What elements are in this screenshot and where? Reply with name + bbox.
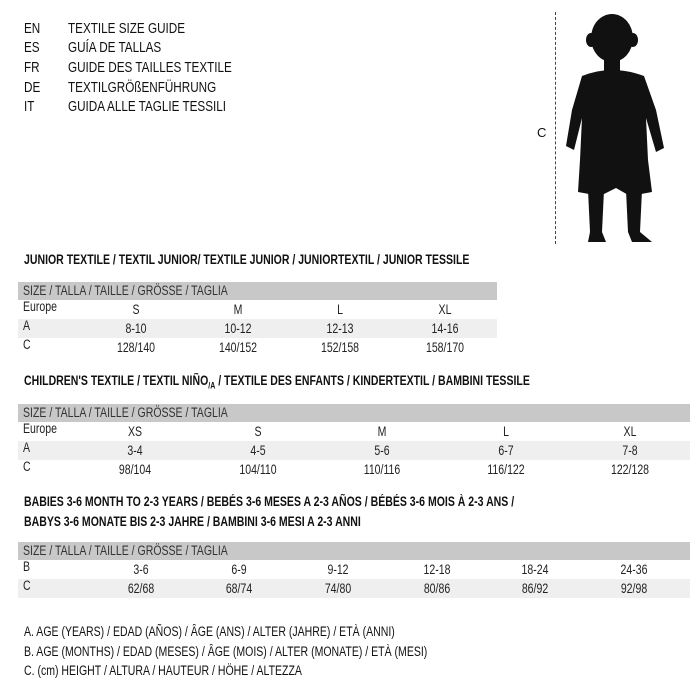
table-header: SIZE / TALLA / TAILLE / GRÖSSE / TAGLIA bbox=[18, 282, 497, 300]
children-title-rest: / TEXTILE DES ENFANTS / KINDERTEXTIL / B… bbox=[215, 373, 530, 388]
table-cell: 7-8 bbox=[622, 443, 638, 458]
table-cell: 80/86 bbox=[423, 581, 451, 596]
table-cell: M bbox=[233, 302, 243, 317]
babies-size-table: SIZE / TALLA / TAILLE / GRÖSSE / TAGLIA … bbox=[18, 542, 690, 598]
lang-code: EN bbox=[24, 20, 41, 37]
header-text: SIZE / TALLA / TAILLE / GRÖSSE / TAGLIA bbox=[23, 283, 228, 298]
table-cell: S bbox=[254, 424, 262, 439]
row-label: B bbox=[23, 559, 31, 574]
table-cell: 122/128 bbox=[610, 462, 650, 477]
table-cell: 10-12 bbox=[224, 321, 252, 336]
table-cell: 14-16 bbox=[431, 321, 459, 336]
legend-item-c: C. (cm) HEIGHT / ALTURA / HAUTEUR / HÖHE… bbox=[24, 663, 380, 678]
lang-text: TEXTILE SIZE GUIDE bbox=[68, 20, 186, 37]
table-cell: 18-24 bbox=[521, 562, 549, 577]
table-header: SIZE / TALLA / TAILLE / GRÖSSE / TAGLIA bbox=[18, 404, 690, 422]
row-label: A bbox=[23, 318, 31, 333]
table-row: A 8-10 10-12 12-13 14-16 bbox=[18, 318, 497, 338]
table-cell: 24-36 bbox=[620, 562, 648, 577]
table-cell: 12-18 bbox=[423, 562, 451, 577]
children-title: CHILDREN'S TEXTILE / TEXTIL NIÑO/A / TEX… bbox=[24, 373, 673, 391]
children-size-table: SIZE / TALLA / TAILLE / GRÖSSE / TAGLIA … bbox=[18, 404, 690, 479]
junior-title-text: JUNIOR TEXTILE / TEXTIL JUNIOR/ TEXTILE … bbox=[24, 252, 470, 267]
babies-title-line1: BABIES 3-6 MONTH TO 2-3 YEARS / BEBÉS 3-… bbox=[24, 494, 652, 509]
legend-item-a: A. AGE (YEARS) / EDAD (AÑOS) / ÂGE (ANS)… bbox=[24, 624, 499, 639]
table-cell: XS bbox=[127, 424, 143, 439]
table-cell: 128/140 bbox=[116, 340, 156, 355]
row-label: A bbox=[23, 440, 31, 455]
table-cell: 158/170 bbox=[425, 340, 465, 355]
table-cell: XL bbox=[623, 424, 637, 439]
row-label: Europe bbox=[23, 421, 57, 436]
table-cell: S bbox=[132, 302, 140, 317]
legend-text: C. (cm) HEIGHT / ALTURA / HAUTEUR / HÖHE… bbox=[24, 663, 302, 678]
babies-title-text: BABIES 3-6 MONTH TO 2-3 YEARS / BEBÉS 3-… bbox=[24, 494, 515, 509]
table-cell: L bbox=[337, 302, 343, 317]
table-cell: L bbox=[503, 424, 509, 439]
table-cell: 140/152 bbox=[218, 340, 258, 355]
table-row: A 3-4 4-5 5-6 6-7 7-8 bbox=[18, 440, 690, 460]
header-text: SIZE / TALLA / TAILLE / GRÖSSE / TAGLIA bbox=[23, 405, 228, 420]
table-cell: 68/74 bbox=[225, 581, 253, 596]
table-cell: 9-12 bbox=[327, 562, 349, 577]
table-cell: 86/92 bbox=[521, 581, 549, 596]
table-cell: XL bbox=[438, 302, 452, 317]
table-cell: 116/122 bbox=[487, 462, 525, 477]
junior-title: JUNIOR TEXTILE / TEXTIL JUNIOR/ TEXTILE … bbox=[24, 252, 595, 267]
table-cell: 110/116 bbox=[363, 462, 401, 477]
table-row: Europe XS S M L XL bbox=[18, 421, 690, 441]
lang-code: DE bbox=[24, 79, 41, 96]
table-cell: 98/104 bbox=[118, 462, 152, 477]
babies-title-line2: BABYS 3-6 MONATE BIS 2-3 JAHRE / BAMBINI… bbox=[24, 514, 456, 529]
table-row: C 128/140 140/152 152/158 158/170 bbox=[18, 337, 497, 357]
row-label: Europe bbox=[23, 299, 57, 314]
table-cell: 152/158 bbox=[320, 340, 360, 355]
lang-text: GUIDA ALLE TAGLIE TESSILI bbox=[68, 98, 227, 115]
lang-text: GUIDE DES TAILLES TEXTILE bbox=[68, 59, 232, 76]
row-label: C bbox=[23, 459, 31, 474]
table-cell: 3-4 bbox=[127, 443, 143, 458]
row-label: C bbox=[23, 578, 31, 593]
table-cell: 92/98 bbox=[620, 581, 648, 596]
children-title-text: CHILDREN'S TEXTILE / TEXTIL NIÑO bbox=[24, 373, 209, 388]
table-header: SIZE / TALLA / TAILLE / GRÖSSE / TAGLIA bbox=[18, 542, 690, 560]
table-cell: 6-9 bbox=[231, 562, 247, 577]
lang-code: IT bbox=[24, 98, 35, 115]
height-measure-line bbox=[555, 12, 556, 244]
table-cell: 8-10 bbox=[125, 321, 147, 336]
table-cell: 4-5 bbox=[250, 443, 266, 458]
table-row: C 62/68 68/74 74/80 80/86 86/92 92/98 bbox=[18, 578, 690, 598]
table-cell: 5-6 bbox=[374, 443, 390, 458]
table-cell: 62/68 bbox=[127, 581, 155, 596]
legend-text: B. AGE (MONTHS) / EDAD (MESES) / ÂGE (MO… bbox=[24, 644, 428, 659]
table-row: B 3-6 6-9 9-12 12-18 18-24 24-36 bbox=[18, 559, 690, 579]
junior-size-table: SIZE / TALLA / TAILLE / GRÖSSE / TAGLIA … bbox=[18, 282, 497, 357]
lang-code: ES bbox=[24, 39, 40, 56]
table-row: Europe S M L XL bbox=[18, 299, 497, 319]
table-cell: 12-13 bbox=[326, 321, 354, 336]
legend-text: A. AGE (YEARS) / EDAD (AÑOS) / ÂGE (ANS)… bbox=[24, 624, 395, 639]
row-label: C bbox=[23, 337, 31, 352]
height-measure-label: C bbox=[537, 125, 547, 140]
header-text: SIZE / TALLA / TAILLE / GRÖSSE / TAGLIA bbox=[23, 543, 228, 558]
babies-title-text: BABYS 3-6 MONATE BIS 2-3 JAHRE / BAMBINI… bbox=[24, 514, 361, 529]
table-row: C 98/104 104/110 110/116 116/122 122/128 bbox=[18, 459, 690, 479]
lang-text: GUÍA DE TALLAS bbox=[68, 39, 162, 56]
child-silhouette-icon bbox=[566, 14, 664, 242]
children-title-suffix: /A bbox=[208, 380, 216, 391]
lang-text: TEXTILGRÖßENFÜHRUNG bbox=[68, 79, 217, 96]
lang-code: FR bbox=[24, 59, 40, 76]
table-cell: 3-6 bbox=[133, 562, 149, 577]
table-cell: 74/80 bbox=[324, 581, 352, 596]
table-cell: M bbox=[377, 424, 387, 439]
legend-item-b: B. AGE (MONTHS) / EDAD (MESES) / ÂGE (MO… bbox=[24, 644, 541, 659]
table-cell: 104/110 bbox=[239, 462, 277, 477]
table-cell: 6-7 bbox=[498, 443, 514, 458]
